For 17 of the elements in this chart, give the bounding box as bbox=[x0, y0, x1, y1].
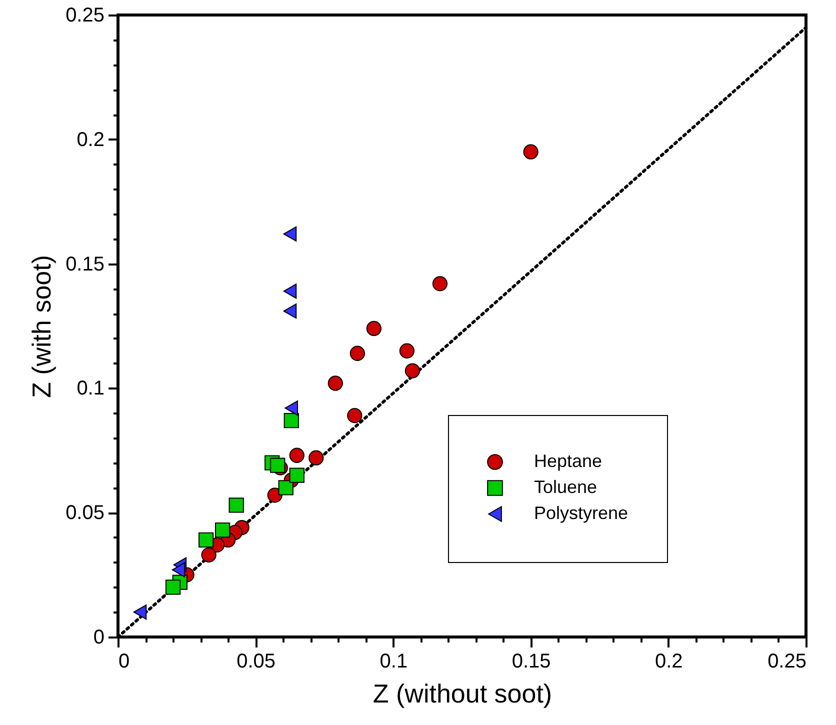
x-axis-title: Z (without soot) bbox=[372, 678, 552, 708]
y-tick-label: 0 bbox=[93, 626, 104, 648]
x-tick-label: 0.05 bbox=[236, 650, 276, 672]
legend-label: Polystyrene bbox=[534, 503, 628, 523]
legend-label: Toluene bbox=[534, 477, 598, 497]
x-tick-label: 0 bbox=[118, 650, 130, 672]
legend-label: Heptane bbox=[534, 451, 602, 471]
y-tick-label: 0.15 bbox=[66, 253, 104, 276]
x-tick-label: 0.2 bbox=[654, 650, 683, 672]
y-axis-title: Z (with soot) bbox=[26, 254, 57, 398]
x-tick-label: 0.15 bbox=[512, 650, 551, 672]
x-tick-label: 0.1 bbox=[380, 650, 408, 672]
y-tick-label: 0.2 bbox=[76, 128, 104, 151]
y-tick-label: 0.25 bbox=[66, 4, 104, 26]
y-tick-label: 0.1 bbox=[76, 378, 104, 400]
y-tick-label: 0.05 bbox=[66, 502, 104, 524]
x-tick-label: 0.25 bbox=[768, 650, 806, 672]
